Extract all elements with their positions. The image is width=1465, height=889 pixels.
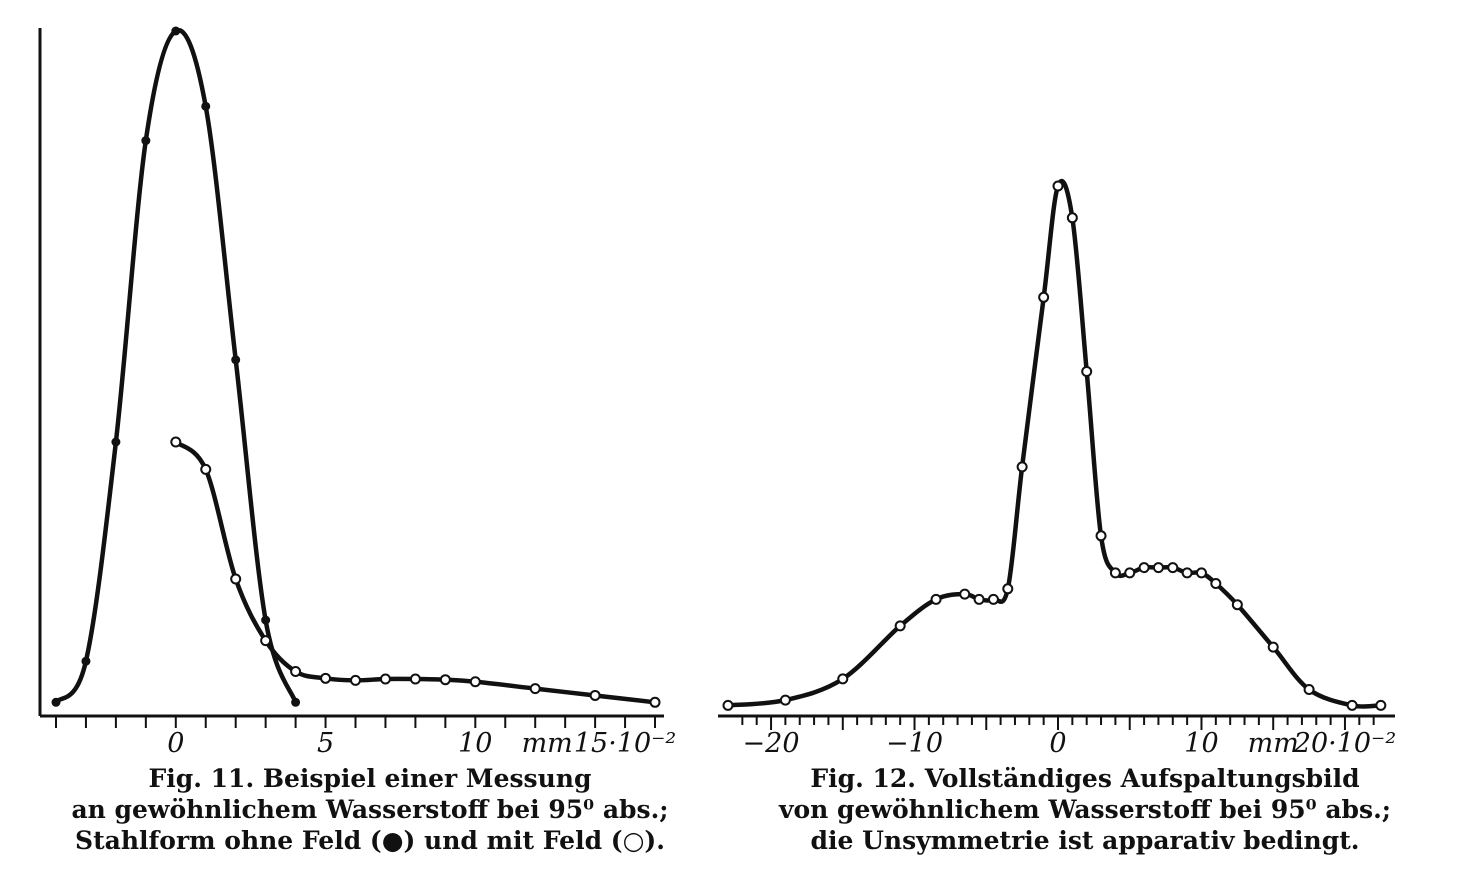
fig12-ticks <box>741 716 1375 730</box>
caption-line: Fig. 11. Beispiel einer Messung <box>148 764 592 793</box>
fig11-lines <box>53 28 658 705</box>
data-point-open <box>1152 562 1164 574</box>
data-point-open <box>1375 699 1387 711</box>
data-point-open <box>722 699 734 711</box>
caption-line: Stahlform ohne Feld (●) und mit Feld (○)… <box>75 826 665 855</box>
x-tick-label: 0 <box>1049 728 1066 759</box>
data-point-open <box>1066 212 1078 224</box>
data-point-open <box>469 676 481 688</box>
x-tick-label: 15·10⁻² <box>574 728 676 759</box>
data-point-open <box>1038 291 1050 303</box>
data-point-open <box>589 689 601 701</box>
data-point-open <box>1095 530 1107 542</box>
data-point-open <box>1052 180 1064 192</box>
data-point-open <box>439 674 451 686</box>
data-point-open <box>930 593 942 605</box>
data-point-open <box>1167 562 1179 574</box>
series-line-open <box>725 178 1384 709</box>
fig11-ticks <box>54 716 657 728</box>
data-point-open <box>290 665 302 677</box>
data-point-open <box>200 463 212 475</box>
data-point-filled <box>111 437 121 447</box>
chart-fig11: 0 5 10 mm 15·10⁻² <box>38 26 676 759</box>
data-point-open <box>959 588 971 600</box>
data-point-open <box>1181 567 1193 579</box>
data-point-open <box>1346 699 1358 711</box>
data-point-open <box>1210 578 1222 589</box>
data-point-filled <box>291 697 301 707</box>
data-point-open <box>1002 583 1014 595</box>
data-point-open <box>987 593 999 605</box>
data-point-open <box>1016 461 1028 473</box>
data-point-filled <box>201 101 211 111</box>
data-point-open <box>260 635 272 647</box>
data-point-open <box>1231 599 1243 611</box>
series-line-filled <box>53 28 298 705</box>
fig11-points <box>51 26 661 708</box>
data-point-open <box>1109 567 1121 579</box>
x-tick-label: 0 <box>167 728 184 759</box>
data-point-open <box>409 673 421 685</box>
data-point-filled <box>231 355 241 365</box>
data-point-open <box>779 694 791 706</box>
x-tick-label: 10 <box>458 728 492 759</box>
caption-fig11: Fig. 11. Beispiel einer Messung an gewöh… <box>20 763 720 856</box>
data-point-open <box>837 673 849 685</box>
data-point-filled <box>51 697 61 707</box>
data-point-open <box>350 674 362 686</box>
x-tick-label: mm <box>1248 728 1299 759</box>
caption-line: die Unsymmetrie ist apparativ bedingt. <box>810 826 1360 855</box>
data-point-open <box>320 672 332 684</box>
data-point-filled <box>171 26 181 36</box>
data-point-open <box>1081 366 1093 377</box>
data-point-open <box>649 696 661 708</box>
fig11-tick-labels: 0 5 10 mm 15·10⁻² <box>167 728 676 759</box>
data-point-open <box>1303 684 1315 695</box>
data-point-filled <box>81 656 91 666</box>
caption-line: Fig. 12. Vollständiges Aufspaltungsbild <box>810 764 1360 793</box>
data-point-open <box>230 573 242 585</box>
data-point-open <box>1124 567 1136 579</box>
caption-fig12: Fig. 12. Vollständiges Aufspaltungsbild … <box>720 763 1450 856</box>
x-tick-label: −10 <box>886 728 943 759</box>
fig12-points <box>722 180 1387 711</box>
x-tick-label: mm <box>522 728 573 759</box>
data-point-open <box>973 593 985 605</box>
x-tick-label: 10 <box>1184 728 1218 759</box>
caption-line: von gewöhnlichem Wasserstoff bei 95⁰ abs… <box>778 795 1392 824</box>
data-point-filled <box>261 615 271 625</box>
data-point-open <box>1267 641 1279 653</box>
data-point-open <box>379 673 391 685</box>
x-tick-label: −20 <box>743 728 800 759</box>
x-tick-label: 5 <box>317 728 334 759</box>
data-point-open <box>1195 567 1207 579</box>
fig12-lines <box>725 178 1384 709</box>
data-point-open <box>1138 562 1150 574</box>
x-tick-label: 20·10⁻² <box>1293 728 1396 759</box>
data-point-open <box>170 436 182 448</box>
data-point-filled <box>141 136 151 146</box>
data-point-open <box>894 620 906 632</box>
caption-line: an gewöhnlichem Wasserstoff bei 95⁰ abs.… <box>71 795 669 824</box>
data-point-open <box>529 683 541 695</box>
